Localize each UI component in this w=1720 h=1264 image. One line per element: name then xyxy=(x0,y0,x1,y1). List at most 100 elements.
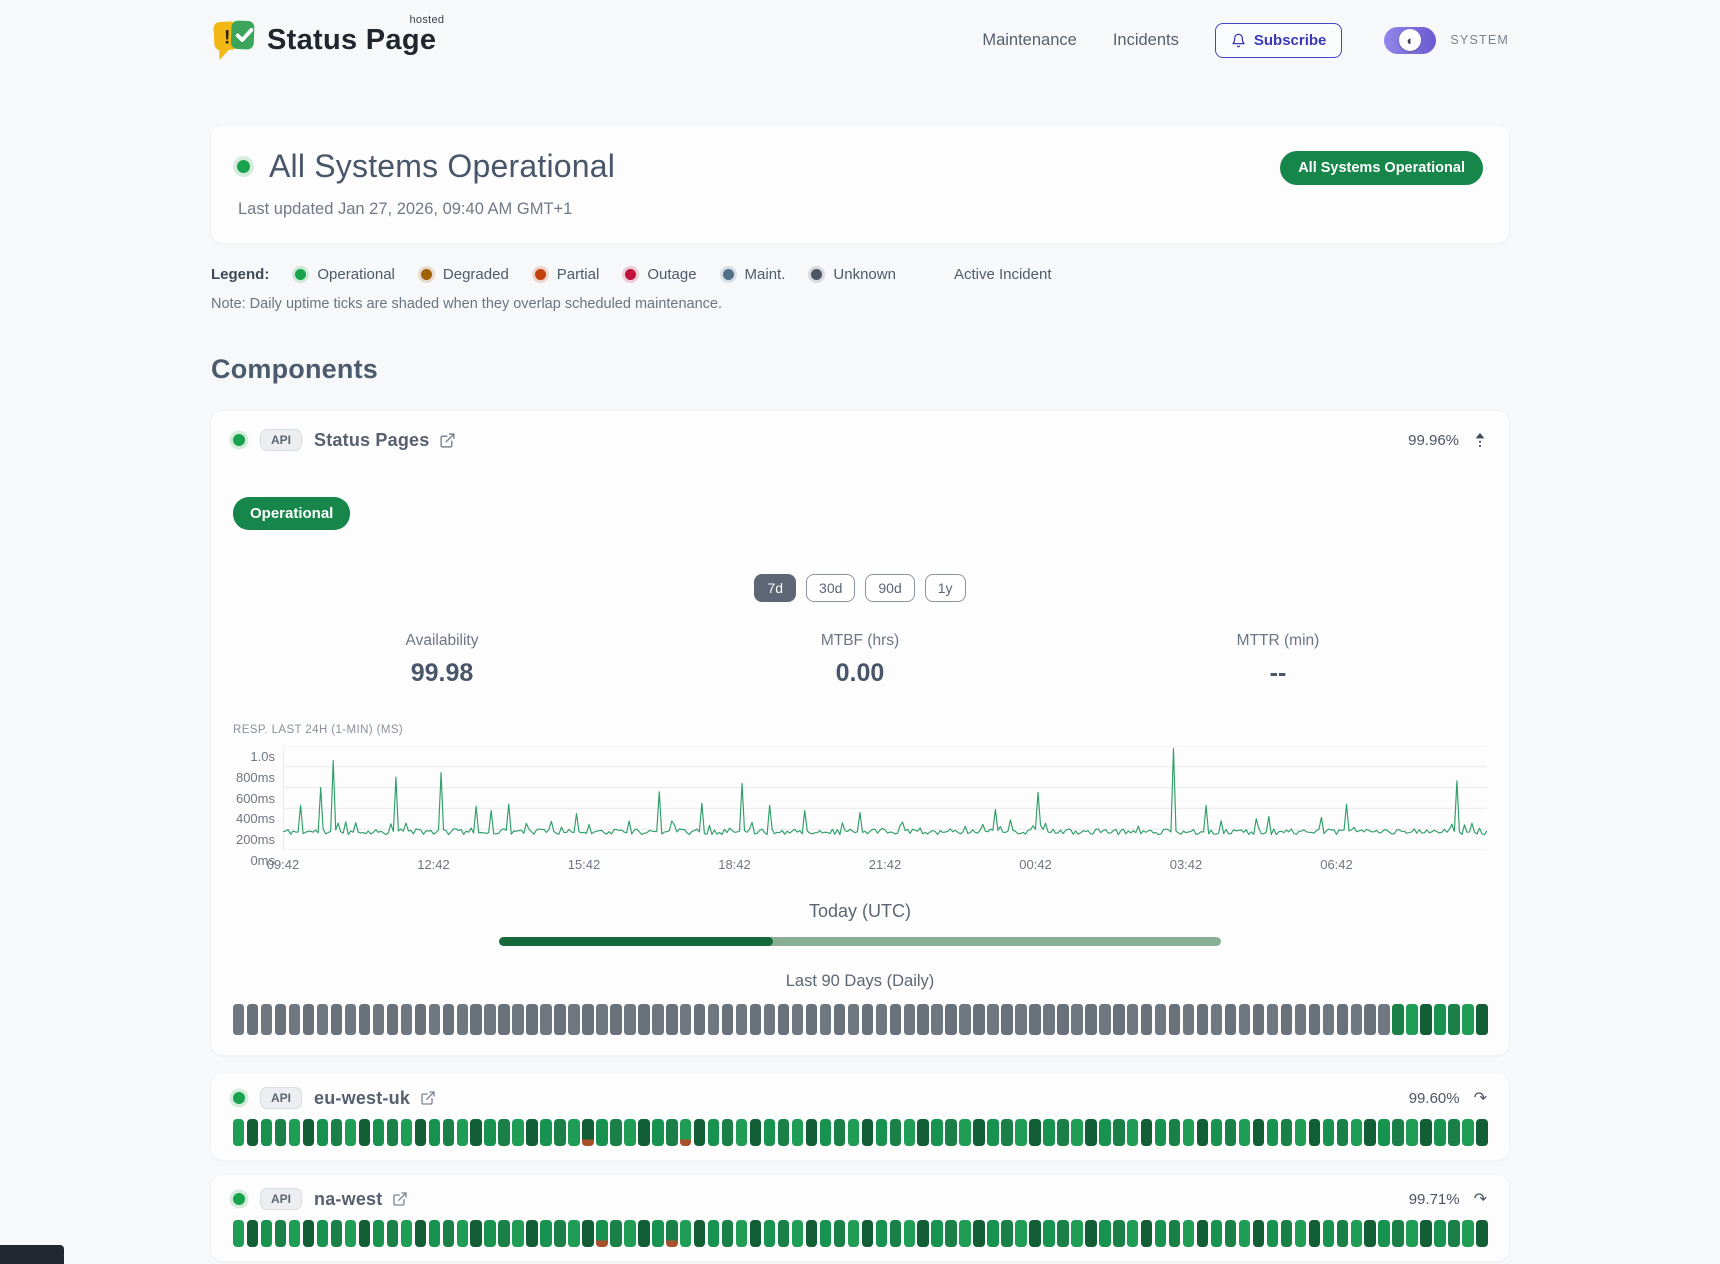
uptime-tick[interactable] xyxy=(358,1004,371,1035)
uptime-tick[interactable] xyxy=(1322,1004,1335,1035)
uptime-tick[interactable] xyxy=(652,1220,664,1247)
uptime-tick[interactable] xyxy=(540,1004,552,1035)
uptime-tick[interactable] xyxy=(512,1004,524,1035)
uptime-tick[interactable] xyxy=(1420,1220,1432,1247)
uptime-tick[interactable] xyxy=(1127,1220,1139,1247)
uptime-tick[interactable] xyxy=(987,1004,999,1035)
uptime-tick[interactable] xyxy=(1266,1220,1279,1247)
uptime-tick[interactable] xyxy=(805,1119,818,1146)
uptime-tick[interactable] xyxy=(484,1220,496,1247)
uptime-tick[interactable] xyxy=(721,1220,734,1247)
uptime-tick[interactable] xyxy=(344,1119,357,1146)
uptime-tick[interactable] xyxy=(442,1119,454,1146)
uptime-tick[interactable] xyxy=(1085,1119,1097,1146)
uptime-tick[interactable] xyxy=(610,1220,622,1247)
uptime-tick[interactable] xyxy=(652,1004,664,1035)
uptime-tick[interactable] xyxy=(386,1004,399,1035)
uptime-tick[interactable] xyxy=(358,1119,371,1146)
range-button-90d[interactable]: 90d xyxy=(865,574,915,602)
uptime-tick[interactable] xyxy=(526,1220,538,1247)
uptime-tick[interactable] xyxy=(680,1220,692,1247)
uptime-tick[interactable] xyxy=(721,1119,734,1146)
uptime-tick[interactable] xyxy=(1322,1220,1335,1247)
uptime-tick[interactable] xyxy=(1210,1004,1223,1035)
external-link-icon[interactable] xyxy=(420,1090,436,1106)
uptime-tick[interactable] xyxy=(735,1004,748,1035)
uptime-tick[interactable] xyxy=(386,1119,399,1146)
uptime-tick[interactable] xyxy=(791,1119,804,1146)
uptime-tick[interactable] xyxy=(861,1004,874,1035)
uptime-tick[interactable] xyxy=(1476,1119,1488,1146)
uptime-tick[interactable] xyxy=(638,1119,650,1146)
uptime-tick[interactable] xyxy=(498,1220,510,1247)
uptime-tick[interactable] xyxy=(498,1119,510,1146)
uptime-tick[interactable] xyxy=(582,1220,594,1247)
uptime-tick[interactable] xyxy=(1001,1119,1013,1146)
uptime-tick[interactable] xyxy=(1015,1004,1027,1035)
uptime-tick[interactable] xyxy=(1476,1004,1488,1035)
uptime-tick[interactable] xyxy=(903,1119,915,1146)
uptime-tick[interactable] xyxy=(316,1004,329,1035)
uptime-tick[interactable] xyxy=(1085,1004,1097,1035)
uptime-tick[interactable] xyxy=(1392,1220,1404,1247)
uptime-tick[interactable] xyxy=(1406,1004,1418,1035)
uptime-tick[interactable] xyxy=(1168,1119,1181,1146)
uptime-tick[interactable] xyxy=(680,1004,692,1035)
uptime-tick[interactable] xyxy=(1364,1220,1376,1247)
uptime-tick[interactable] xyxy=(1224,1119,1237,1146)
uptime-tick[interactable] xyxy=(1294,1004,1307,1035)
uptime-tick[interactable] xyxy=(973,1220,985,1247)
collapse-icon[interactable] xyxy=(1473,432,1487,449)
uptime-tick[interactable] xyxy=(1154,1119,1167,1146)
uptime-tick[interactable] xyxy=(1224,1220,1237,1247)
uptime-tick[interactable] xyxy=(819,1004,832,1035)
uptime-tick[interactable] xyxy=(931,1119,943,1146)
range-button-7d[interactable]: 7d xyxy=(754,574,797,602)
uptime-tick[interactable] xyxy=(246,1119,259,1146)
uptime-tick[interactable] xyxy=(302,1220,315,1247)
uptime-tick[interactable] xyxy=(1085,1220,1097,1247)
uptime-tick[interactable] xyxy=(372,1004,385,1035)
uptime-tick[interactable] xyxy=(959,1004,971,1035)
uptime-tick[interactable] xyxy=(847,1119,860,1146)
uptime-tick[interactable] xyxy=(638,1220,650,1247)
uptime-tick[interactable] xyxy=(456,1119,468,1146)
uptime-tick[interactable] xyxy=(875,1004,888,1035)
uptime-tick[interactable] xyxy=(1280,1220,1293,1247)
uptime-tick[interactable] xyxy=(1280,1004,1293,1035)
uptime-tick[interactable] xyxy=(484,1004,496,1035)
uptime-tick[interactable] xyxy=(596,1119,608,1146)
uptime-tick[interactable] xyxy=(386,1220,399,1247)
uptime-tick[interactable] xyxy=(428,1004,441,1035)
uptime-tick[interactable] xyxy=(470,1119,482,1146)
uptime-tick[interactable] xyxy=(554,1220,566,1247)
uptime-tick[interactable] xyxy=(680,1119,692,1146)
uptime-tick[interactable] xyxy=(1462,1004,1474,1035)
nav-maintenance[interactable]: Maintenance xyxy=(982,30,1077,49)
uptime-tick[interactable] xyxy=(847,1220,860,1247)
uptime-tick[interactable] xyxy=(749,1004,762,1035)
uptime-tick[interactable] xyxy=(568,1119,580,1146)
uptime-tick[interactable] xyxy=(861,1220,874,1247)
uptime-tick[interactable] xyxy=(400,1004,413,1035)
uptime-tick[interactable] xyxy=(540,1119,552,1146)
uptime-tick[interactable] xyxy=(707,1004,720,1035)
uptime-tick[interactable] xyxy=(1252,1220,1265,1247)
uptime-tick[interactable] xyxy=(233,1220,245,1247)
uptime-tick[interactable] xyxy=(666,1119,678,1146)
uptime-tick[interactable] xyxy=(288,1004,301,1035)
range-button-30d[interactable]: 30d xyxy=(806,574,856,602)
uptime-tick[interactable] xyxy=(1001,1220,1013,1247)
uptime-tick[interactable] xyxy=(1322,1119,1335,1146)
uptime-tick[interactable] xyxy=(414,1004,427,1035)
uptime-tick[interactable] xyxy=(735,1220,748,1247)
uptime-tick[interactable] xyxy=(1476,1220,1488,1247)
uptime-tick[interactable] xyxy=(526,1119,538,1146)
uptime-tick[interactable] xyxy=(917,1004,929,1035)
uptime-tick[interactable] xyxy=(1029,1220,1041,1247)
uptime-tick[interactable] xyxy=(428,1119,441,1146)
uptime-tick[interactable] xyxy=(1196,1220,1209,1247)
uptime-tick[interactable] xyxy=(1210,1220,1223,1247)
uptime-tick[interactable] xyxy=(1029,1119,1041,1146)
uptime-tick[interactable] xyxy=(1099,1220,1111,1247)
